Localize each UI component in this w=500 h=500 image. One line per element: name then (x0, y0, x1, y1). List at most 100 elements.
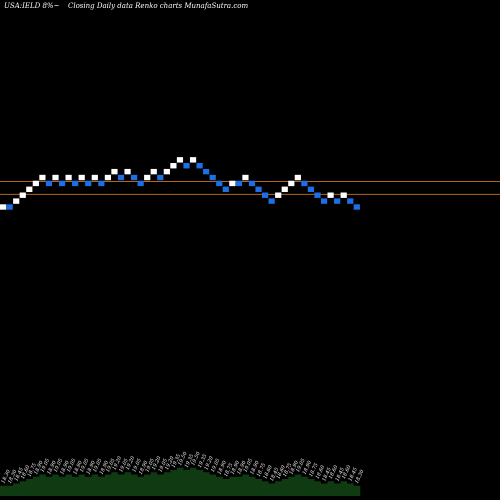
value-labels: 18.3018.3018.4518.6018.7518.9019.0518.90… (0, 450, 366, 484)
renko-brick-31 (203, 168, 210, 175)
value-label-16: 19.05 (105, 458, 116, 474)
value-label-24: 19.05 (158, 458, 169, 474)
renko-brick-10 (65, 174, 72, 181)
renko-brick-47 (307, 186, 315, 193)
renko-brick-6 (39, 174, 46, 181)
renko-brick-28 (183, 163, 190, 169)
renko-brick-8 (52, 174, 59, 181)
renko-brick-52 (340, 192, 347, 198)
value-label-54: 18.30 (354, 468, 366, 484)
value-label-15: 18.90 (99, 459, 111, 475)
value-label-53: 18.45 (347, 467, 358, 483)
renko-brick-3 (19, 192, 26, 198)
value-label-6: 19.05 (40, 458, 51, 474)
value-label-18: 19.05 (118, 458, 129, 474)
value-label-21: 18.90 (138, 459, 150, 475)
value-label-43: 18.75 (282, 462, 293, 478)
value-label-50: 18.60 (328, 464, 340, 480)
renko-brick-12 (78, 174, 85, 181)
value-label-9: 18.90 (59, 459, 71, 475)
value-label-35: 18.90 (230, 459, 242, 475)
renko-brick-32 (209, 174, 216, 181)
value-label-3: 18.60 (20, 464, 32, 480)
renko-brick-15 (98, 180, 105, 187)
value-label-22: 19.05 (144, 458, 155, 474)
renko-brick-33 (216, 180, 223, 187)
renko-brick-18 (117, 174, 125, 181)
renko-brick-20 (131, 174, 138, 181)
renko-brick-54 (353, 204, 360, 210)
renko-brick-29 (189, 157, 197, 163)
value-label-36: 18.90 (236, 459, 248, 475)
value-label-28: 19.35 (184, 453, 195, 469)
value-label-5: 18.90 (33, 459, 45, 475)
renko-brick-7 (45, 180, 53, 187)
value-label-42: 18.60 (275, 464, 287, 480)
renko-brick-23 (150, 168, 157, 175)
value-label-44: 18.90 (289, 459, 301, 475)
renko-brick-9 (58, 180, 66, 187)
value-label-52: 18.60 (341, 464, 353, 480)
renko-brick-37 (242, 174, 249, 181)
renko-brick-39 (255, 186, 262, 193)
renko-brick-40 (262, 192, 269, 198)
value-label-27: 19.50 (177, 450, 189, 466)
value-label-30: 19.35 (197, 453, 208, 469)
value-label-48: 18.60 (315, 464, 327, 480)
renko-brick-5 (32, 180, 39, 187)
value-label-45: 19.05 (295, 458, 306, 474)
value-label-23: 19.20 (151, 455, 163, 471)
renko-brick-27 (176, 157, 184, 163)
renko-brick-53 (347, 198, 354, 204)
value-label-34: 18.75 (223, 462, 234, 478)
value-label-29: 19.50 (190, 450, 202, 466)
value-label-37: 19.05 (243, 458, 254, 474)
renko-brick-14 (91, 174, 98, 181)
renko-brick-24 (157, 174, 164, 181)
renko-brick-1 (6, 204, 13, 210)
value-label-7: 18.90 (46, 459, 58, 475)
value-label-33: 18.90 (217, 459, 229, 475)
value-label-14: 19.05 (92, 458, 103, 474)
value-label-25: 19.20 (164, 455, 176, 471)
value-label-32: 19.05 (210, 458, 221, 474)
renko-brick-4 (26, 186, 33, 193)
chart-description: Closing Daily data Renko charts MunafaSu… (68, 2, 248, 10)
renko-brick-50 (327, 192, 334, 198)
renko-bricks (0, 157, 360, 210)
renko-brick-26 (170, 163, 177, 169)
renko-brick-30 (196, 163, 203, 169)
value-label-19: 19.20 (125, 455, 137, 471)
value-label-10: 19.05 (66, 458, 77, 474)
renko-brick-22 (144, 174, 151, 181)
renko-brick-38 (248, 180, 256, 187)
volume-area (0, 467, 361, 496)
renko-brick-36 (235, 180, 242, 187)
renko-brick-0 (0, 204, 7, 210)
renko-brick-45 (294, 174, 301, 181)
value-label-8: 19.05 (53, 458, 64, 474)
renko-brick-25 (163, 168, 170, 175)
value-label-13: 18.90 (85, 459, 97, 475)
value-label-12: 19.05 (79, 458, 90, 474)
value-label-47: 18.75 (308, 462, 319, 478)
renko-brick-51 (334, 198, 341, 204)
renko-brick-48 (314, 192, 321, 198)
value-label-38: 18.90 (249, 459, 261, 475)
renko-brick-35 (229, 180, 236, 187)
value-label-46: 18.90 (302, 459, 314, 475)
renko-brick-13 (85, 180, 92, 187)
volume-area-shape (0, 467, 361, 496)
value-label-49: 18.45 (321, 467, 332, 483)
renko-brick-46 (301, 180, 308, 187)
value-label-40: 18.60 (262, 464, 274, 480)
renko-brick-42 (275, 192, 282, 198)
value-label-31: 19.20 (203, 455, 215, 471)
value-label-51: 18.45 (334, 467, 345, 483)
value-label-39: 18.75 (256, 462, 267, 478)
value-label-0: 18.30 (0, 468, 12, 484)
value-label-4: 18.75 (27, 462, 38, 478)
